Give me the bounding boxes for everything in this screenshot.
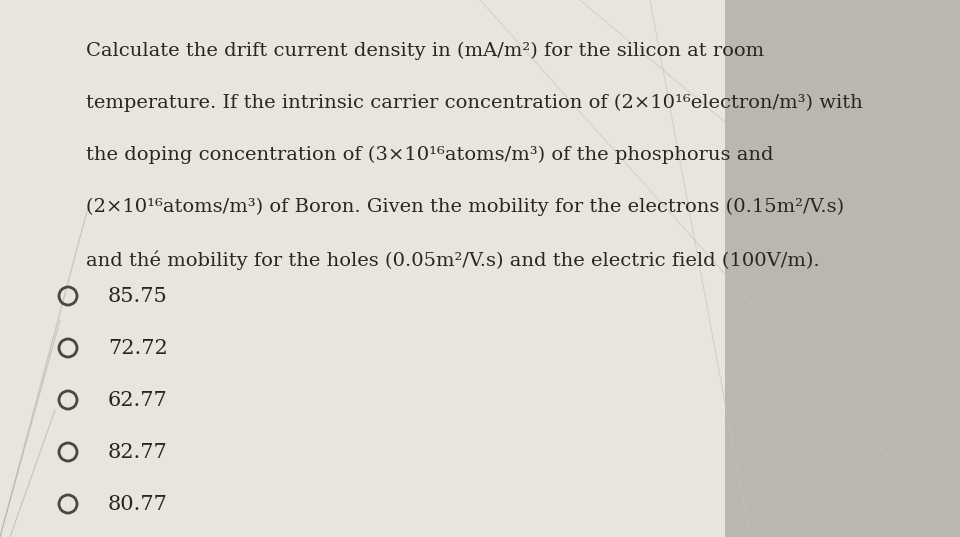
Text: the doping concentration of (3×10¹⁶atoms/m³) of the phosphorus and: the doping concentration of (3×10¹⁶atoms…: [86, 146, 774, 164]
Text: (2×10¹⁶atoms/m³) of Boron. Given the mobility for the electrons (0.15m²/V.s): (2×10¹⁶atoms/m³) of Boron. Given the mob…: [86, 198, 845, 216]
Bar: [725, 0, 960, 537]
Text: 72.72: 72.72: [108, 338, 168, 358]
Text: 80.77: 80.77: [108, 495, 168, 513]
Text: Calculate the drift current density in (mA/m²) for the silicon at room: Calculate the drift current density in (…: [86, 42, 764, 60]
Text: 62.77: 62.77: [108, 390, 168, 410]
Text: temperature. If the intrinsic carrier concentration of (2×10¹⁶electron/m³) with: temperature. If the intrinsic carrier co…: [86, 94, 863, 112]
Text: 85.75: 85.75: [108, 287, 168, 306]
Text: 82.77: 82.77: [108, 442, 168, 461]
Text: and thé mobility for the holes (0.05m²/V.s) and the electric field (100V/m).: and thé mobility for the holes (0.05m²/V…: [86, 250, 820, 270]
